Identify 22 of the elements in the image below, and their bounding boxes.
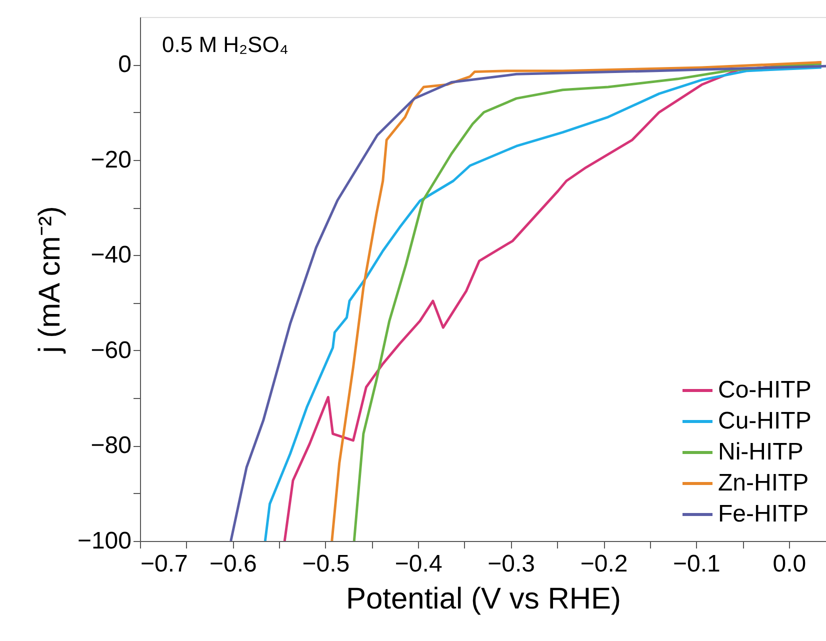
- y-tick-label: −100: [77, 528, 132, 554]
- x-tick-label: −0.3: [488, 550, 536, 578]
- x-tick-label: −0.5: [302, 550, 350, 578]
- x-tick-label: −0.6: [210, 550, 257, 578]
- x-tick-label: 0.0: [772, 550, 806, 578]
- y-tick-label: 0: [118, 51, 132, 78]
- y-tick-label: −40: [90, 242, 132, 269]
- x-tick-label: −0.7: [140, 550, 188, 578]
- y-axis-title: j (mA cm⁻²): [33, 206, 66, 354]
- legend-label: Zn-HITP: [718, 470, 809, 496]
- y-tick-label: −60: [90, 336, 132, 364]
- legend-label: Fe-HITP: [718, 500, 809, 528]
- annotation: 0.5 M H₂SO₄: [162, 32, 288, 57]
- y-tick-label: −80: [90, 432, 132, 460]
- x-tick-label: −0.1: [673, 550, 720, 578]
- y-tick-label: −20: [90, 146, 132, 174]
- x-axis-title: Potential (V vs RHE): [346, 582, 622, 616]
- legend-label: Ni-HITP: [718, 438, 804, 466]
- legend-label: Cu-HITP: [718, 408, 812, 434]
- legend-label: Co-HITP: [718, 376, 812, 404]
- x-tick-label: −0.2: [580, 550, 628, 578]
- x-tick-label: −0.4: [394, 550, 442, 578]
